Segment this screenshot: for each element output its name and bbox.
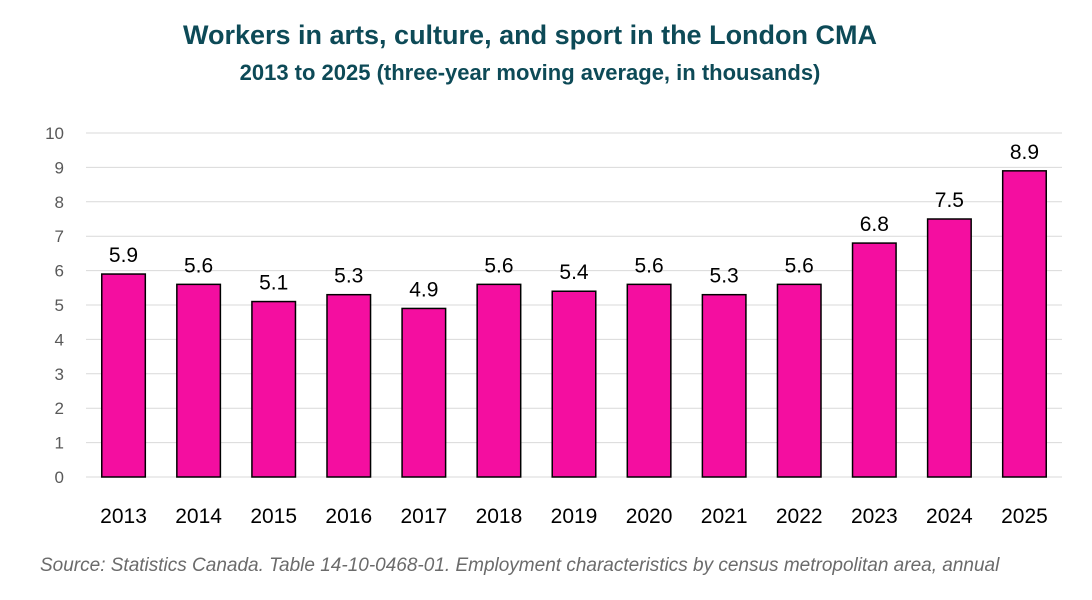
bar — [626, 283, 672, 478]
data-label: 5.3 — [710, 265, 739, 288]
x-tick-label: 2017 — [400, 505, 447, 528]
source-note: Source: Statistics Canada. Table 14-10-0… — [40, 555, 1000, 576]
data-label: 6.8 — [860, 213, 889, 236]
x-tick-label: 2014 — [175, 505, 222, 528]
bar — [1001, 170, 1047, 478]
bar — [851, 242, 897, 478]
x-tick-label: 2013 — [100, 505, 147, 528]
data-label: 4.9 — [409, 278, 438, 301]
bar — [701, 293, 747, 478]
x-tick-label: 2020 — [626, 505, 673, 528]
data-label: 5.1 — [259, 272, 288, 295]
y-tick-label: 2 — [55, 399, 64, 418]
data-label: 5.3 — [334, 265, 363, 288]
x-tick-label: 2023 — [851, 505, 898, 528]
y-tick-label: 9 — [55, 158, 64, 177]
chart-subtitle: 2013 to 2025 (three-year moving average,… — [239, 60, 821, 85]
data-label: 5.9 — [109, 244, 138, 267]
data-label: 5.6 — [634, 254, 663, 277]
data-label: 5.6 — [484, 254, 513, 277]
x-tick-label: 2025 — [1001, 505, 1048, 528]
y-tick-label: 8 — [55, 193, 64, 212]
bar — [326, 293, 372, 478]
x-tick-label: 2018 — [476, 505, 523, 528]
y-tick-label: 5 — [55, 296, 64, 315]
bar — [101, 273, 147, 478]
y-tick-label: 0 — [55, 468, 64, 487]
bar — [776, 283, 822, 478]
bar — [251, 300, 297, 478]
data-label: 8.9 — [1010, 141, 1039, 164]
y-tick-label: 3 — [55, 365, 64, 384]
bar — [926, 218, 972, 478]
data-label: 5.4 — [559, 261, 589, 284]
data-label: 7.5 — [935, 189, 964, 212]
x-tick-label: 2021 — [701, 505, 748, 528]
y-tick-label: 7 — [55, 227, 64, 246]
x-tick-label: 2016 — [325, 505, 372, 528]
y-tick-label: 10 — [45, 124, 64, 143]
y-tick-label: 4 — [55, 330, 64, 349]
x-tick-label: 2015 — [250, 505, 297, 528]
x-tick-label: 2022 — [776, 505, 823, 528]
x-tick-label: 2019 — [551, 505, 598, 528]
data-label: 5.6 — [785, 254, 814, 277]
bar — [176, 283, 222, 478]
y-tick-label: 1 — [55, 434, 64, 453]
data-label: 5.6 — [184, 254, 213, 277]
bar — [551, 290, 597, 478]
y-tick-label: 6 — [55, 262, 64, 281]
chart-title: Workers in arts, culture, and sport in t… — [182, 20, 878, 50]
bar — [401, 307, 447, 478]
bar — [476, 283, 522, 478]
x-tick-label: 2024 — [926, 505, 973, 528]
